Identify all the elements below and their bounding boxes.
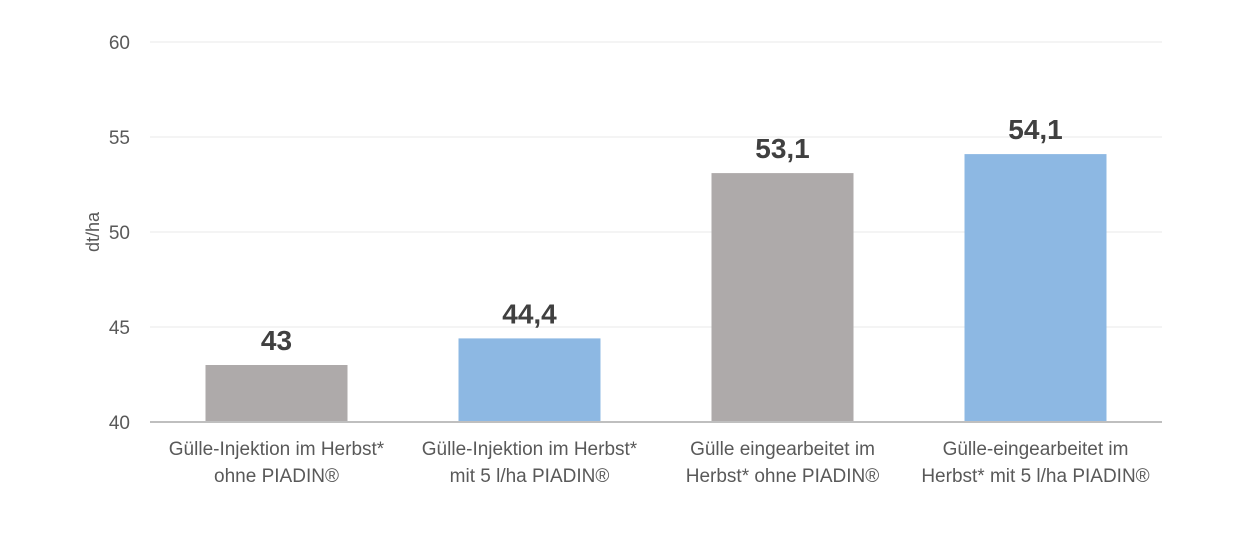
y-tick-label: 60 <box>109 33 130 54</box>
bar <box>458 338 601 422</box>
axes: 40 45 50 55 60 Gülle-Injektion im Herbst* ohne… <box>109 33 1162 487</box>
x-category-label: ohne PIADIN® <box>214 466 339 487</box>
bars: 43 44,4 53,1 54,1 <box>205 114 1107 422</box>
x-category-label: Herbst* ohne PIADIN® <box>686 466 880 487</box>
y-tick-label: 40 <box>109 413 130 434</box>
bar <box>964 154 1107 422</box>
x-category-label: Herbst* mit 5 l/ha PIADIN® <box>921 466 1149 487</box>
y-axis-title: dt/ha <box>83 211 103 252</box>
x-category-label: Gülle-Injektion im Herbst* <box>169 439 385 460</box>
x-category-label: mit 5 l/ha PIADIN® <box>450 466 610 487</box>
data-label: 44,4 <box>502 298 557 329</box>
x-category-label: Gülle eingearbeitet im <box>690 439 875 460</box>
bar <box>711 173 854 422</box>
y-tick-label: 45 <box>109 318 130 339</box>
y-tick-label: 50 <box>109 223 130 244</box>
data-label: 54,1 <box>1008 114 1063 145</box>
data-label: 43 <box>261 325 292 356</box>
y-tick-label: 55 <box>109 128 130 149</box>
x-category-label: Gülle-Injektion im Herbst* <box>422 439 638 460</box>
x-category-label: Gülle-eingearbeitet im <box>943 439 1129 460</box>
data-label: 53,1 <box>755 133 810 164</box>
bar <box>205 365 348 422</box>
